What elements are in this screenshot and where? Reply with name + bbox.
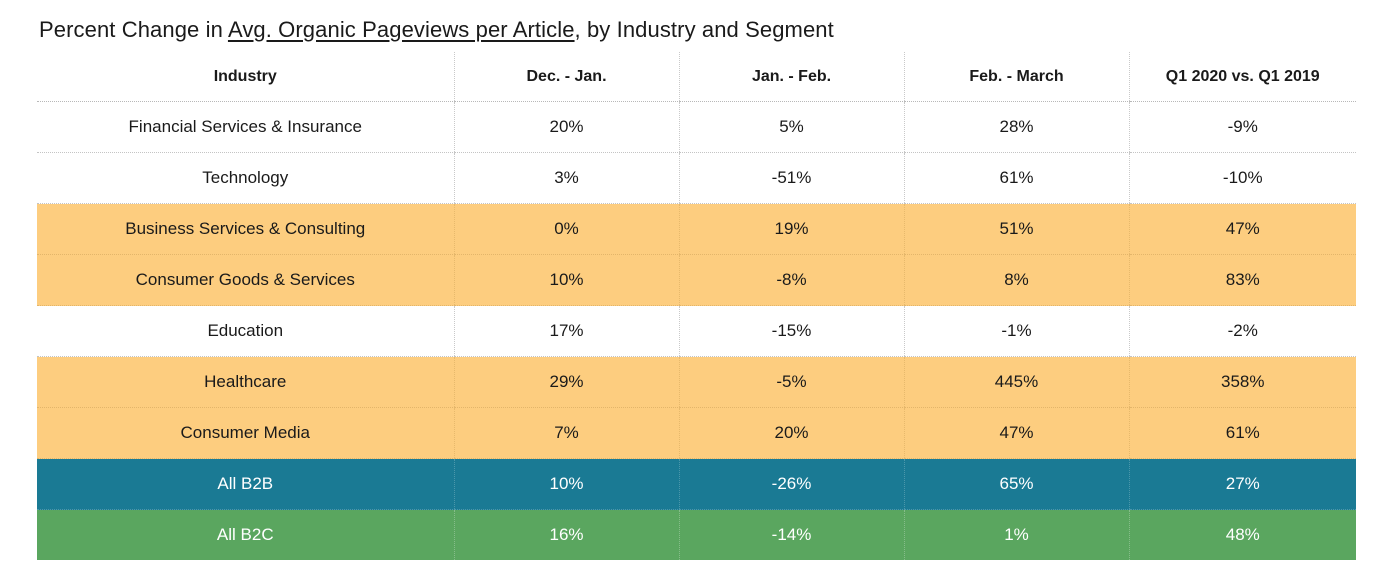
industry-cell: Financial Services & Insurance [37, 101, 454, 153]
value-cell-dec-jan: 10% [453, 254, 679, 306]
value-cell-q1-yoy: 27% [1128, 458, 1356, 510]
table-row: Education 17% -15% -1% -2% [37, 305, 1356, 357]
value-cell-jan-feb: -14% [678, 509, 904, 560]
value-cell-q1-yoy: 83% [1128, 254, 1356, 306]
value-cell-jan-feb: 20% [678, 407, 904, 459]
value-cell-q1-yoy: -9% [1128, 101, 1356, 153]
value-cell-feb-march: 51% [903, 203, 1129, 255]
value-cell-q1-yoy: 358% [1128, 356, 1356, 408]
value-cell-jan-feb: 19% [678, 203, 904, 255]
industry-cell: Business Services & Consulting [37, 203, 454, 255]
title-metric: Avg. Organic Pageviews per Article [227, 17, 575, 42]
value-cell-jan-feb: -51% [678, 152, 904, 204]
table-row: Consumer Goods & Services 10% -8% 8% 83% [37, 254, 1356, 306]
value-cell-jan-feb: -26% [678, 458, 904, 510]
table-row: Healthcare 29% -5% 445% 358% [37, 356, 1356, 408]
industry-cell: All B2B [37, 458, 454, 510]
title-prefix: Percent Change in [39, 17, 228, 42]
value-cell-q1-yoy: 48% [1128, 509, 1356, 560]
value-cell-dec-jan: 0% [453, 203, 679, 255]
title-suffix: , by Industry and Segment [574, 17, 834, 42]
value-cell-q1-yoy: -10% [1128, 152, 1356, 204]
table-body: Financial Services & Insurance 20% 5% 28% -9… [37, 101, 1356, 560]
value-cell-feb-march: -1% [903, 305, 1129, 357]
value-cell-dec-jan: 10% [453, 458, 679, 510]
value-cell-q1-yoy: 47% [1128, 203, 1356, 255]
column-header-feb-march: Feb. - March [903, 52, 1129, 102]
industry-cell: Consumer Goods & Services [37, 254, 454, 306]
value-cell-dec-jan: 3% [453, 152, 679, 204]
value-cell-q1-yoy: -2% [1128, 305, 1356, 357]
value-cell-dec-jan: 7% [453, 407, 679, 459]
data-table: Industry Dec. - Jan. Jan. - Feb. Feb. - … [37, 52, 1356, 560]
table-row: Consumer Media 7% 20% 47% 61% [37, 407, 1356, 459]
column-header-q1-yoy: Q1 2020 vs. Q1 2019 [1128, 52, 1356, 102]
industry-cell: All B2C [37, 509, 454, 560]
table-row: Technology 3% -51% 61% -10% [37, 152, 1356, 204]
value-cell-jan-feb: -5% [678, 356, 904, 408]
industry-cell: Healthcare [37, 356, 454, 408]
table-row: Financial Services & Insurance 20% 5% 28% -9… [37, 101, 1356, 153]
value-cell-feb-march: 445% [903, 356, 1129, 408]
value-cell-dec-jan: 17% [453, 305, 679, 357]
table-row: All B2C 16% -14% 1% 48% [37, 509, 1356, 560]
value-cell-jan-feb: -8% [678, 254, 904, 306]
value-cell-feb-march: 47% [903, 407, 1129, 459]
value-cell-feb-march: 65% [903, 458, 1129, 510]
value-cell-q1-yoy: 61% [1128, 407, 1356, 459]
industry-cell: Consumer Media [37, 407, 454, 459]
value-cell-jan-feb: -15% [678, 305, 904, 357]
value-cell-feb-march: 61% [903, 152, 1129, 204]
value-cell-feb-march: 28% [903, 101, 1129, 153]
table-row: Business Services & Consulting 0% 19% 51% 47… [37, 203, 1356, 255]
value-cell-dec-jan: 29% [453, 356, 679, 408]
column-header-industry: Industry [37, 52, 454, 102]
industry-cell: Technology [37, 152, 454, 204]
chart-title: Percent Change in Avg. Organic Pageviews… [39, 14, 834, 46]
value-cell-dec-jan: 16% [453, 509, 679, 560]
column-header-jan-feb: Jan. - Feb. [678, 52, 904, 102]
header-row: Industry Dec. - Jan. Jan. - Feb. Feb. - … [37, 52, 1356, 102]
value-cell-feb-march: 1% [903, 509, 1129, 560]
industry-cell: Education [37, 305, 454, 357]
value-cell-feb-march: 8% [903, 254, 1129, 306]
table-row: All B2B 10% -26% 65% 27% [37, 458, 1356, 510]
value-cell-jan-feb: 5% [678, 101, 904, 153]
column-header-dec-jan: Dec. - Jan. [453, 52, 679, 102]
value-cell-dec-jan: 20% [453, 101, 679, 153]
